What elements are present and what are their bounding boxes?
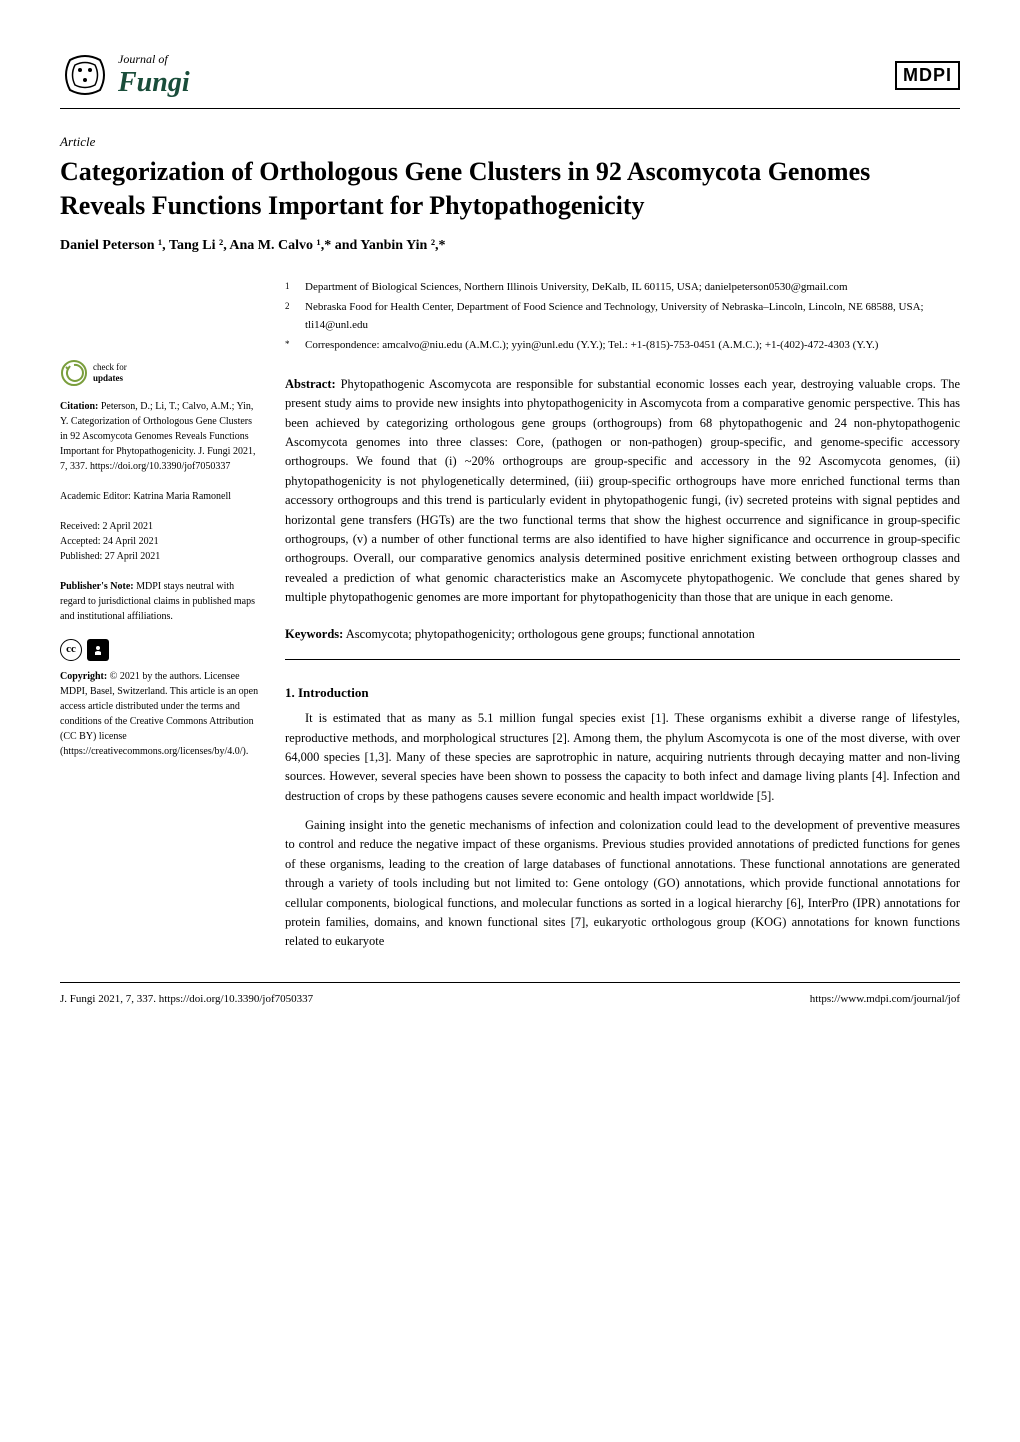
affiliation-item: 2 Nebraska Food for Health Center, Depar… xyxy=(285,299,960,334)
affil-num: 1 xyxy=(285,279,297,297)
publisher-note-label: Publisher's Note: xyxy=(60,581,134,592)
abstract-label: Abstract: xyxy=(285,377,336,391)
editor-label: Academic Editor: xyxy=(60,491,131,502)
footer-right: https://www.mdpi.com/journal/jof xyxy=(810,993,960,1005)
dates-block: Received: 2 April 2021 Accepted: 24 Apri… xyxy=(60,519,260,564)
affil-num: 2 xyxy=(285,299,297,334)
journal-prefix: Journal of xyxy=(118,52,190,67)
license-icons: cc xyxy=(60,639,260,661)
citation-block: Citation: Peterson, D.; Li, T.; Calvo, A… xyxy=(60,399,260,474)
authors-line: Daniel Peterson ¹, Tang Li ², Ana M. Cal… xyxy=(60,238,960,254)
affiliations: 1 Department of Biological Sciences, Nor… xyxy=(285,279,960,355)
keywords-label: Keywords: xyxy=(285,627,343,641)
main-content: check for updates Citation: Peterson, D.… xyxy=(60,279,960,962)
published-date: Published: 27 April 2021 xyxy=(60,549,260,564)
article-body: 1 Department of Biological Sciences, Nor… xyxy=(285,279,960,962)
section-title: 1. Introduction xyxy=(285,685,960,701)
cc-icon: cc xyxy=(60,639,82,661)
page-footer: J. Fungi 2021, 7, 337. https://doi.org/1… xyxy=(60,982,960,1005)
article-title: Categorization of Orthologous Gene Clust… xyxy=(60,155,960,223)
journal-logo-block: Journal of Fungi xyxy=(60,50,190,100)
footer-left: J. Fungi 2021, 7, 337. https://doi.org/1… xyxy=(60,993,313,1005)
journal-name-block: Journal of Fungi xyxy=(118,52,190,99)
accepted-date: Accepted: 24 April 2021 xyxy=(60,534,260,549)
citation-label: Citation: xyxy=(60,401,98,412)
copyright-label: Copyright: xyxy=(60,671,107,682)
keywords-text: Ascomycota; phytopathogenicity; ortholog… xyxy=(346,627,755,641)
received-date: Received: 2 April 2021 xyxy=(60,519,260,534)
sidebar: check for updates Citation: Peterson, D.… xyxy=(60,279,260,962)
check-updates-text: check for updates xyxy=(93,362,127,384)
keywords: Keywords: Ascomycota; phytopathogenicity… xyxy=(285,625,960,660)
body-paragraph: Gaining insight into the genetic mechani… xyxy=(285,816,960,952)
copyright-text: © 2021 by the authors. Licensee MDPI, Ba… xyxy=(60,671,258,757)
check-updates-block[interactable]: check for updates xyxy=(60,359,260,387)
journal-logo-icon xyxy=(60,50,110,100)
publisher-logo: MDPI xyxy=(895,61,960,90)
publisher-note-block: Publisher's Note: MDPI stays neutral wit… xyxy=(60,579,260,624)
affil-text: Department of Biological Sciences, North… xyxy=(305,279,848,297)
journal-title: Fungi xyxy=(118,67,190,99)
check-updates-icon xyxy=(60,359,88,387)
editor-block: Academic Editor: Katrina Maria Ramonell xyxy=(60,489,260,504)
affil-text: Nebraska Food for Health Center, Departm… xyxy=(305,299,960,334)
affiliation-item: 1 Department of Biological Sciences, Nor… xyxy=(285,279,960,297)
body-paragraph: It is estimated that as many as 5.1 mill… xyxy=(285,709,960,806)
editor-name: Katrina Maria Ramonell xyxy=(133,491,231,502)
page-header: Journal of Fungi MDPI xyxy=(60,50,960,109)
abstract-text: Phytopathogenic Ascomycota are responsib… xyxy=(285,377,960,604)
by-icon xyxy=(87,639,109,661)
affil-num: * xyxy=(285,337,297,355)
abstract: Abstract: Phytopathogenic Ascomycota are… xyxy=(285,375,960,608)
affiliation-item: * Correspondence: amcalvo@niu.edu (A.M.C… xyxy=(285,337,960,355)
affil-text: Correspondence: amcalvo@niu.edu (A.M.C.)… xyxy=(305,337,878,355)
article-type: Article xyxy=(60,134,960,150)
copyright-block: Copyright: © 2021 by the authors. Licens… xyxy=(60,669,260,759)
